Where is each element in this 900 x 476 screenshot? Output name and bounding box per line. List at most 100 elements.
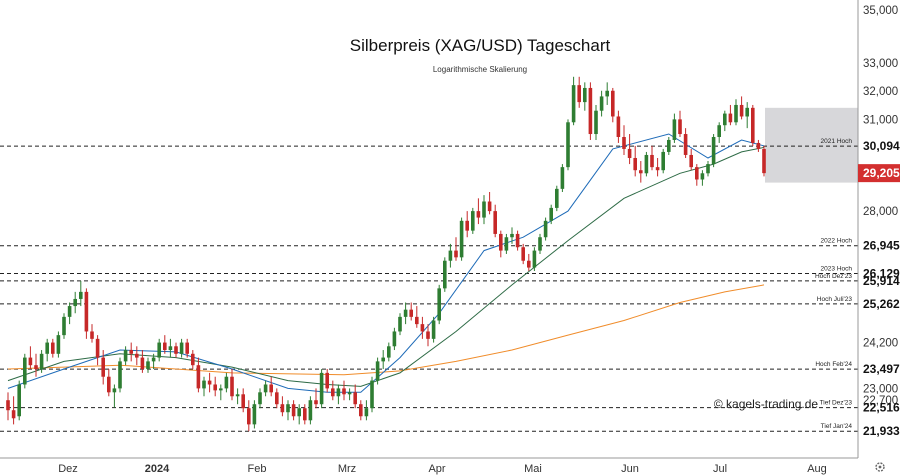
- candle: [45, 338, 49, 362]
- candle-body: [515, 233, 520, 248]
- candle: [644, 151, 649, 177]
- candle: [207, 372, 212, 393]
- candle: [95, 335, 100, 366]
- candle-body: [95, 338, 100, 358]
- candle: [471, 207, 475, 234]
- candle-body: [431, 320, 436, 339]
- candle-body: [129, 350, 133, 354]
- candle-body: [678, 119, 682, 135]
- candle: [151, 353, 156, 370]
- candle: [191, 350, 195, 370]
- candle-body: [51, 342, 55, 354]
- candle: [510, 227, 514, 244]
- candle-body: [527, 260, 531, 268]
- price-level-label: Hoch Dez'23: [815, 273, 852, 280]
- candle-body: [123, 350, 128, 362]
- settings-button[interactable]: [875, 462, 885, 472]
- candle: [633, 145, 637, 177]
- candle: [269, 376, 273, 397]
- candle-body: [443, 260, 447, 289]
- candle: [163, 335, 167, 354]
- candle: [588, 82, 593, 140]
- candle-body: [493, 211, 497, 234]
- candle-body: [219, 388, 223, 391]
- candle: [11, 396, 16, 425]
- candle: [79, 280, 83, 307]
- candle-body: [359, 404, 363, 417]
- candle: [594, 104, 598, 140]
- candle-body: [392, 331, 397, 347]
- candle-body: [387, 346, 391, 358]
- current-price-value: 29,205: [863, 166, 900, 180]
- candle-body: [252, 404, 257, 425]
- time-tick-label: Dez: [58, 463, 78, 475]
- candle: [689, 148, 693, 171]
- candle-body: [319, 372, 324, 405]
- candle: [549, 204, 553, 225]
- candle: [252, 400, 257, 429]
- candle-body: [56, 335, 61, 354]
- candle: [247, 400, 251, 432]
- candle-body: [336, 388, 341, 397]
- candle-body: [353, 392, 357, 405]
- candle: [291, 400, 296, 421]
- candle: [605, 82, 609, 105]
- candle: [521, 243, 525, 265]
- candle-body: [23, 357, 27, 385]
- candle-body: [258, 392, 262, 405]
- candle: [661, 148, 665, 174]
- candle-body: [409, 309, 413, 317]
- candle-body: [207, 380, 212, 385]
- candle: [73, 291, 77, 314]
- candle-body: [325, 372, 329, 389]
- candle-body: [599, 96, 604, 111]
- candle: [426, 324, 430, 347]
- candle: [39, 350, 44, 373]
- candle: [745, 102, 749, 129]
- candle-body: [700, 173, 705, 180]
- candle-body: [683, 134, 688, 155]
- candle-body: [437, 288, 441, 321]
- candle-body: [723, 113, 727, 126]
- candle: [543, 217, 548, 241]
- candle: [482, 195, 486, 225]
- candle: [555, 185, 559, 212]
- candle: [185, 338, 189, 358]
- candle: [342, 380, 346, 401]
- candle: [6, 392, 10, 421]
- candle: [112, 384, 117, 408]
- candle: [415, 306, 419, 328]
- candle: [308, 396, 313, 425]
- price-level-value: 22,516: [863, 401, 900, 415]
- candle-body: [179, 342, 184, 354]
- candle-body: [555, 188, 559, 208]
- candle: [723, 110, 727, 132]
- candle: [627, 134, 632, 165]
- candle-body: [403, 309, 408, 317]
- candle: [583, 82, 587, 111]
- candle-body: [762, 148, 766, 174]
- candle-body: [168, 346, 173, 351]
- candle: [157, 338, 161, 362]
- gear-icon: [875, 462, 885, 472]
- price-level-value: 26,129: [863, 266, 900, 280]
- candle-body: [510, 233, 514, 238]
- plot-area: [0, 0, 858, 458]
- candle-body: [247, 408, 251, 425]
- moving-average-slow-line: [7, 284, 765, 376]
- candle: [616, 110, 621, 143]
- candle-body: [471, 211, 475, 231]
- candle: [454, 237, 458, 261]
- candle-body: [263, 384, 268, 393]
- current-price-badge: [858, 164, 900, 183]
- candle-body: [17, 384, 21, 417]
- candle-body: [532, 250, 537, 268]
- candle-body: [314, 400, 318, 405]
- candle: [90, 324, 94, 343]
- candle-body: [101, 357, 105, 377]
- time-tick-label: Jun: [621, 463, 639, 475]
- candle: [650, 145, 654, 171]
- candle: [695, 164, 699, 186]
- candle-body: [667, 139, 671, 152]
